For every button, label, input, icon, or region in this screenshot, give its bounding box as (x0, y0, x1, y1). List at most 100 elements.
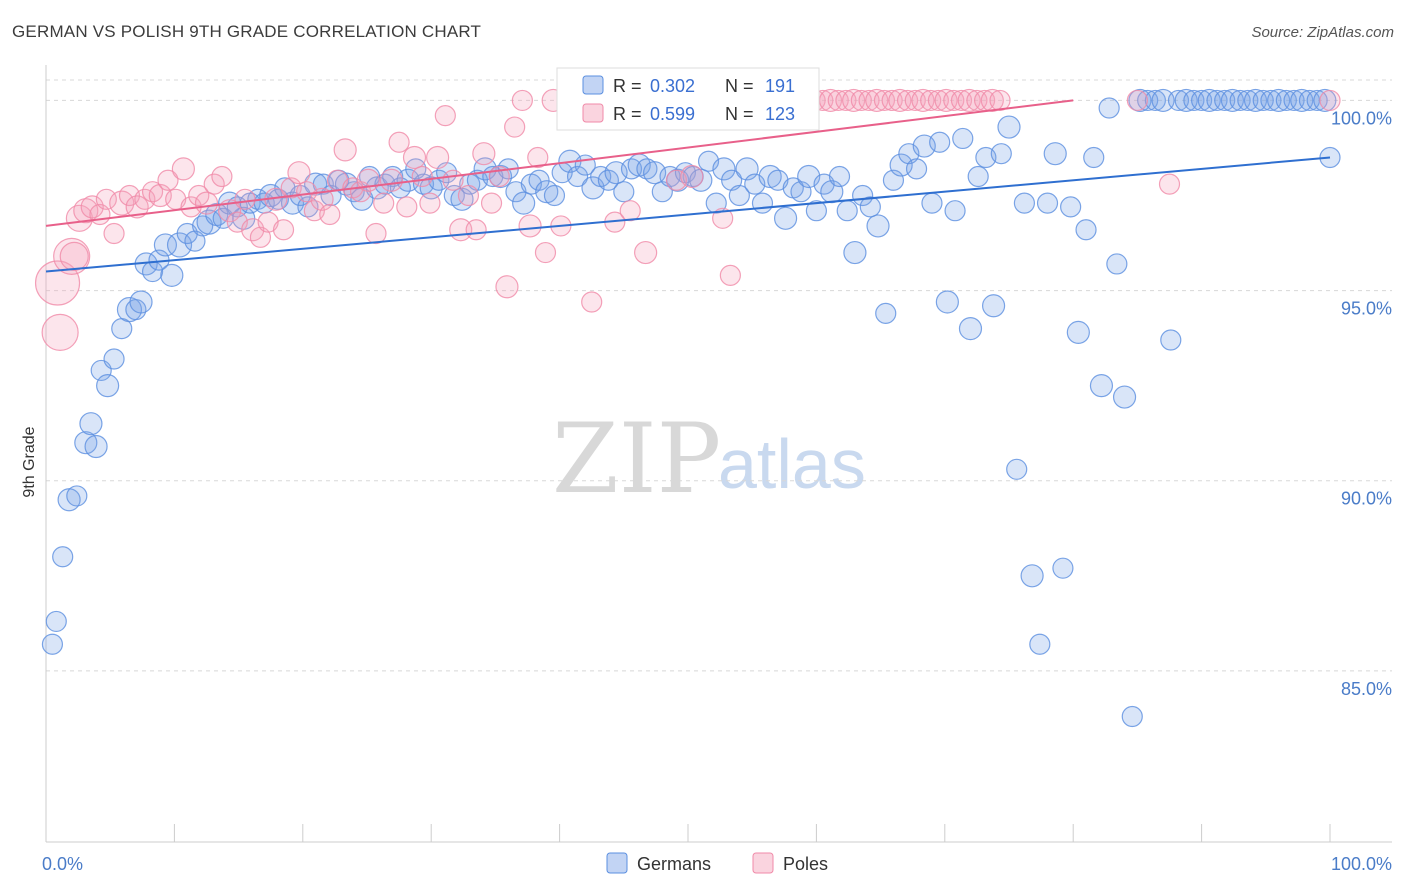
point-germans (1306, 89, 1328, 112)
point-poles (472, 142, 496, 166)
point-germans (1020, 564, 1044, 588)
point-poles (426, 145, 450, 170)
point-poles (634, 240, 658, 265)
point-poles (989, 89, 1011, 112)
point-germans (45, 610, 67, 633)
point-germans (129, 290, 153, 314)
point-germans (1089, 374, 1114, 398)
legend-label-poles: Poles (783, 854, 828, 874)
point-germans (1174, 88, 1198, 113)
point-poles (934, 88, 958, 113)
y-tick-label: 85.0% (1341, 679, 1392, 699)
y-tick-label: 100.0% (1331, 108, 1392, 128)
point-germans (176, 222, 198, 245)
point-germans (613, 181, 635, 203)
point-germans (728, 184, 750, 207)
point-poles (904, 89, 926, 112)
point-germans (944, 200, 966, 222)
point-germans (1167, 89, 1190, 112)
stats-legend-box: R = 0.302 N = 191 R = 0.599 N = 123 (556, 67, 820, 131)
point-poles (203, 173, 225, 195)
point-poles (379, 168, 403, 192)
point-germans (805, 200, 828, 222)
point-germans (1106, 253, 1128, 275)
point-poles (835, 89, 857, 112)
point-germans (952, 127, 974, 150)
point-germans (1029, 633, 1051, 655)
point-poles (234, 188, 256, 210)
point-germans (929, 131, 951, 153)
point-germans (1066, 320, 1090, 345)
point-germans (836, 200, 858, 222)
point-germans (96, 374, 120, 398)
point-germans (1290, 88, 1314, 113)
watermark-atlas: atlas (718, 425, 866, 503)
point-poles (927, 89, 949, 112)
stats-box-frame (556, 67, 820, 131)
point-germans (1197, 88, 1221, 113)
point-poles (125, 195, 149, 219)
point-poles (1126, 89, 1149, 112)
point-poles (957, 88, 981, 113)
point-poles (527, 146, 549, 169)
point-poles (80, 195, 104, 219)
point-germans (1144, 89, 1166, 112)
point-poles (157, 169, 179, 191)
y-tick-labels: 85.0% 90.0% 95.0% 100.0% (1331, 108, 1392, 698)
x-tick-label: 0.0% (42, 854, 83, 874)
point-poles (619, 200, 641, 222)
point-germans (1121, 705, 1143, 728)
point-germans (297, 196, 319, 218)
point-poles (53, 237, 91, 275)
point-poles (434, 105, 456, 127)
point-germans (712, 157, 736, 181)
point-poles (194, 191, 219, 215)
point-germans (1190, 89, 1213, 112)
point-germans (528, 169, 550, 191)
point-germans (958, 317, 983, 341)
point-germans (512, 191, 536, 215)
point-poles (680, 164, 704, 189)
stats-r-label-poles: R = (613, 104, 642, 124)
point-poles (373, 192, 395, 214)
point-germans (905, 158, 928, 180)
legend-swatch-germans (606, 852, 628, 874)
point-poles (218, 199, 242, 223)
point-germans (921, 192, 943, 214)
legend-label-germans: Germans (637, 854, 711, 874)
trend-line-germans (45, 156, 1331, 273)
point-germans (1214, 89, 1236, 112)
point-germans (636, 158, 658, 180)
point-germans (1112, 385, 1137, 409)
point-poles (103, 222, 125, 245)
point-germans (1220, 88, 1245, 113)
y-axis-label: 9th Grade (21, 426, 38, 497)
point-germans (1313, 88, 1337, 113)
point-poles (333, 138, 357, 162)
point-germans (967, 165, 989, 188)
point-poles (950, 89, 973, 112)
axes (45, 65, 1392, 843)
series-germans (41, 88, 1341, 728)
stats-r-value-poles: 0.599 (650, 104, 695, 124)
point-poles (911, 88, 935, 113)
stats-swatch-poles (582, 103, 604, 123)
stats-r-value-germans: 0.302 (650, 76, 695, 96)
point-germans (1260, 89, 1282, 112)
point-poles (319, 203, 341, 226)
x-tick-label: 100.0% (1331, 854, 1392, 874)
point-germans (1006, 458, 1028, 480)
y-tick-label: 90.0% (1341, 489, 1392, 509)
point-poles (865, 88, 889, 113)
point-poles (980, 88, 1004, 113)
stats-n-label-poles: N = (725, 104, 754, 124)
point-poles (818, 88, 843, 113)
source-label: Source: ZipAtlas.com (1251, 24, 1394, 41)
point-germans (1098, 97, 1120, 119)
point-germans (79, 412, 103, 436)
point-poles (495, 275, 519, 299)
watermark: ZIP atlas (552, 403, 866, 515)
stats-n-label-germans: N = (725, 76, 754, 96)
point-germans (1013, 192, 1036, 214)
